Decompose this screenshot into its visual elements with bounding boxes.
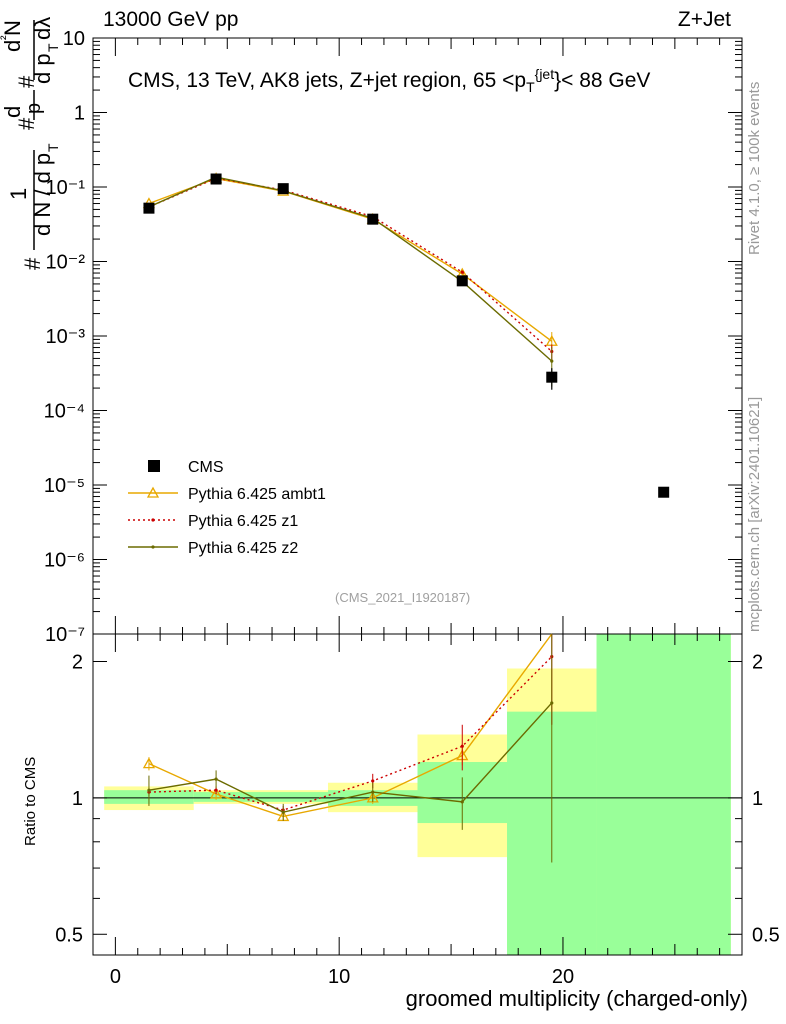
analysis-tag: (CMS_2021_I1920187) (335, 590, 471, 605)
y-label-glyph: 1 (6, 188, 31, 200)
main-y-axis: 10⁻⁷ 10⁻⁶ 10⁻⁵ 10⁻⁴ 10⁻³ 10⁻² 10⁻¹ 1 10 (44, 28, 742, 646)
process-label: Z+Jet (677, 8, 731, 31)
y-label-glyph: # (14, 117, 39, 130)
ratio-series-2 (147, 634, 554, 863)
cms-data-point (658, 486, 670, 498)
legend: CMS Pythia 6.425 ambt1 Pythia 6.425 z1 Pyth… (128, 459, 326, 557)
ratio-series-line (148, 702, 553, 813)
cms-data-point (456, 275, 468, 287)
y-tick-label: 10⁻⁶ (44, 550, 85, 572)
legend-marker (151, 545, 155, 549)
y-label-glyph: # (20, 257, 45, 270)
rivet-version-label: Rivet 4.1.0, ≥ 100k events (746, 81, 763, 255)
legend-marker (151, 518, 155, 522)
legend-marker-cms (148, 460, 160, 472)
ratio-tick-label-right: 1 (752, 788, 763, 810)
ratio-band-inner-1 (193, 792, 328, 802)
main-series-1 (147, 176, 554, 361)
y-label-glyph: N (0, 20, 25, 36)
y-axis-label: #1d N / d pT#dp#d pTd²Ndλ (0, 17, 61, 270)
main-series-marker (550, 359, 554, 363)
mcplots-label: mcplots.cern.ch [arXiv:2401.10621] (746, 396, 763, 632)
ratio-series-marker (214, 777, 218, 781)
ratio-tick-label-right: 2 (752, 651, 763, 673)
cms-data-point (546, 371, 558, 383)
y-tick-label: 10⁻⁴ (44, 401, 85, 423)
ratio-frame (92, 633, 743, 956)
ratio-series-marker (147, 788, 151, 792)
main-series-line (148, 176, 553, 362)
ratio-series-marker (371, 790, 375, 794)
main-series-line (148, 177, 553, 352)
y-label-glyph: T (45, 143, 61, 152)
ratio-series-marker (281, 810, 285, 814)
y-label-glyph: d (0, 40, 25, 52)
main-series-line (148, 177, 553, 342)
legend-marker (146, 486, 160, 498)
legend-label: CMS (188, 459, 224, 476)
title-main: CMS, 13 TeV, AK8 jets, Z+jet region, 65 … (128, 69, 527, 92)
ratio-series-line (148, 633, 553, 818)
legend-label: Pythia 6.425 z2 (188, 540, 298, 557)
ratio-axis-label: Ratio to CMS (22, 756, 39, 846)
title-superscript: {jet (534, 66, 555, 82)
x-axis-label: groomed multiplicity (charged-only) (405, 986, 748, 1011)
x-tick-label: 20 (552, 966, 574, 988)
ratio-band-inner-5 (596, 634, 731, 955)
y-tick-label: 10⁻² (46, 252, 86, 274)
legend-label: Pythia 6.425 z1 (188, 513, 298, 530)
y-tick-label: 10⁻⁵ (44, 475, 85, 497)
y-tick-label: 10⁻³ (46, 326, 86, 348)
ratio-series-marker (460, 744, 464, 748)
ratio-tick-label: 2 (72, 651, 83, 673)
ratio-tick-label: 0.5 (55, 924, 83, 946)
title-subscript: T (526, 79, 535, 96)
ratio-y-axis: 0.5 0.5 1 1 2 2 (55, 651, 780, 946)
y-label-glyph: # (14, 75, 39, 88)
y-tick-label: 1 (74, 103, 85, 125)
ratio-series-marker (214, 788, 218, 792)
ratio-tick-label-right: 0.5 (752, 924, 780, 946)
ratio-series-marker (371, 779, 375, 783)
ratio-panel (93, 634, 742, 955)
cms-data-point (210, 173, 222, 185)
main-series-marker (460, 270, 464, 274)
ratio-series-marker (366, 791, 379, 803)
cms-data-point (367, 213, 379, 225)
y-label-glyph: dλ (30, 17, 55, 40)
x-tick-label: 0 (110, 966, 121, 988)
cms-data (143, 173, 670, 498)
x-tick-label: 10 (328, 966, 350, 988)
y-tick-label: 10 (63, 28, 85, 50)
x-axis: 0 10 20 (92, 38, 743, 988)
y-tick-label: 10⁻¹ (46, 177, 86, 199)
y-tick-label: 10⁻⁷ (45, 624, 85, 646)
y-label-glyph: T (45, 43, 61, 52)
ratio-series-line (148, 656, 553, 811)
cms-data-point (277, 183, 289, 195)
ratio-series-marker (209, 787, 223, 799)
ratio-series-marker (142, 757, 156, 769)
main-series-0 (142, 172, 558, 349)
cms-data-point (143, 202, 155, 214)
legend-label: Pythia 6.425 ambt1 (188, 486, 326, 503)
title-suffix: }< 88 GeV (554, 69, 651, 92)
plot-title: CMS, 13 TeV, AK8 jets, Z+jet region, 65 … (128, 66, 650, 95)
y-label-glyph: d (0, 106, 25, 118)
y-label-glyph: ² (0, 35, 13, 40)
energy-label: 13000 GeV pp (103, 8, 239, 31)
main-series-2 (147, 175, 554, 387)
ratio-series-marker (460, 800, 464, 804)
ratio-tick-label: 1 (72, 788, 83, 810)
ratio-series-marker (550, 701, 554, 705)
